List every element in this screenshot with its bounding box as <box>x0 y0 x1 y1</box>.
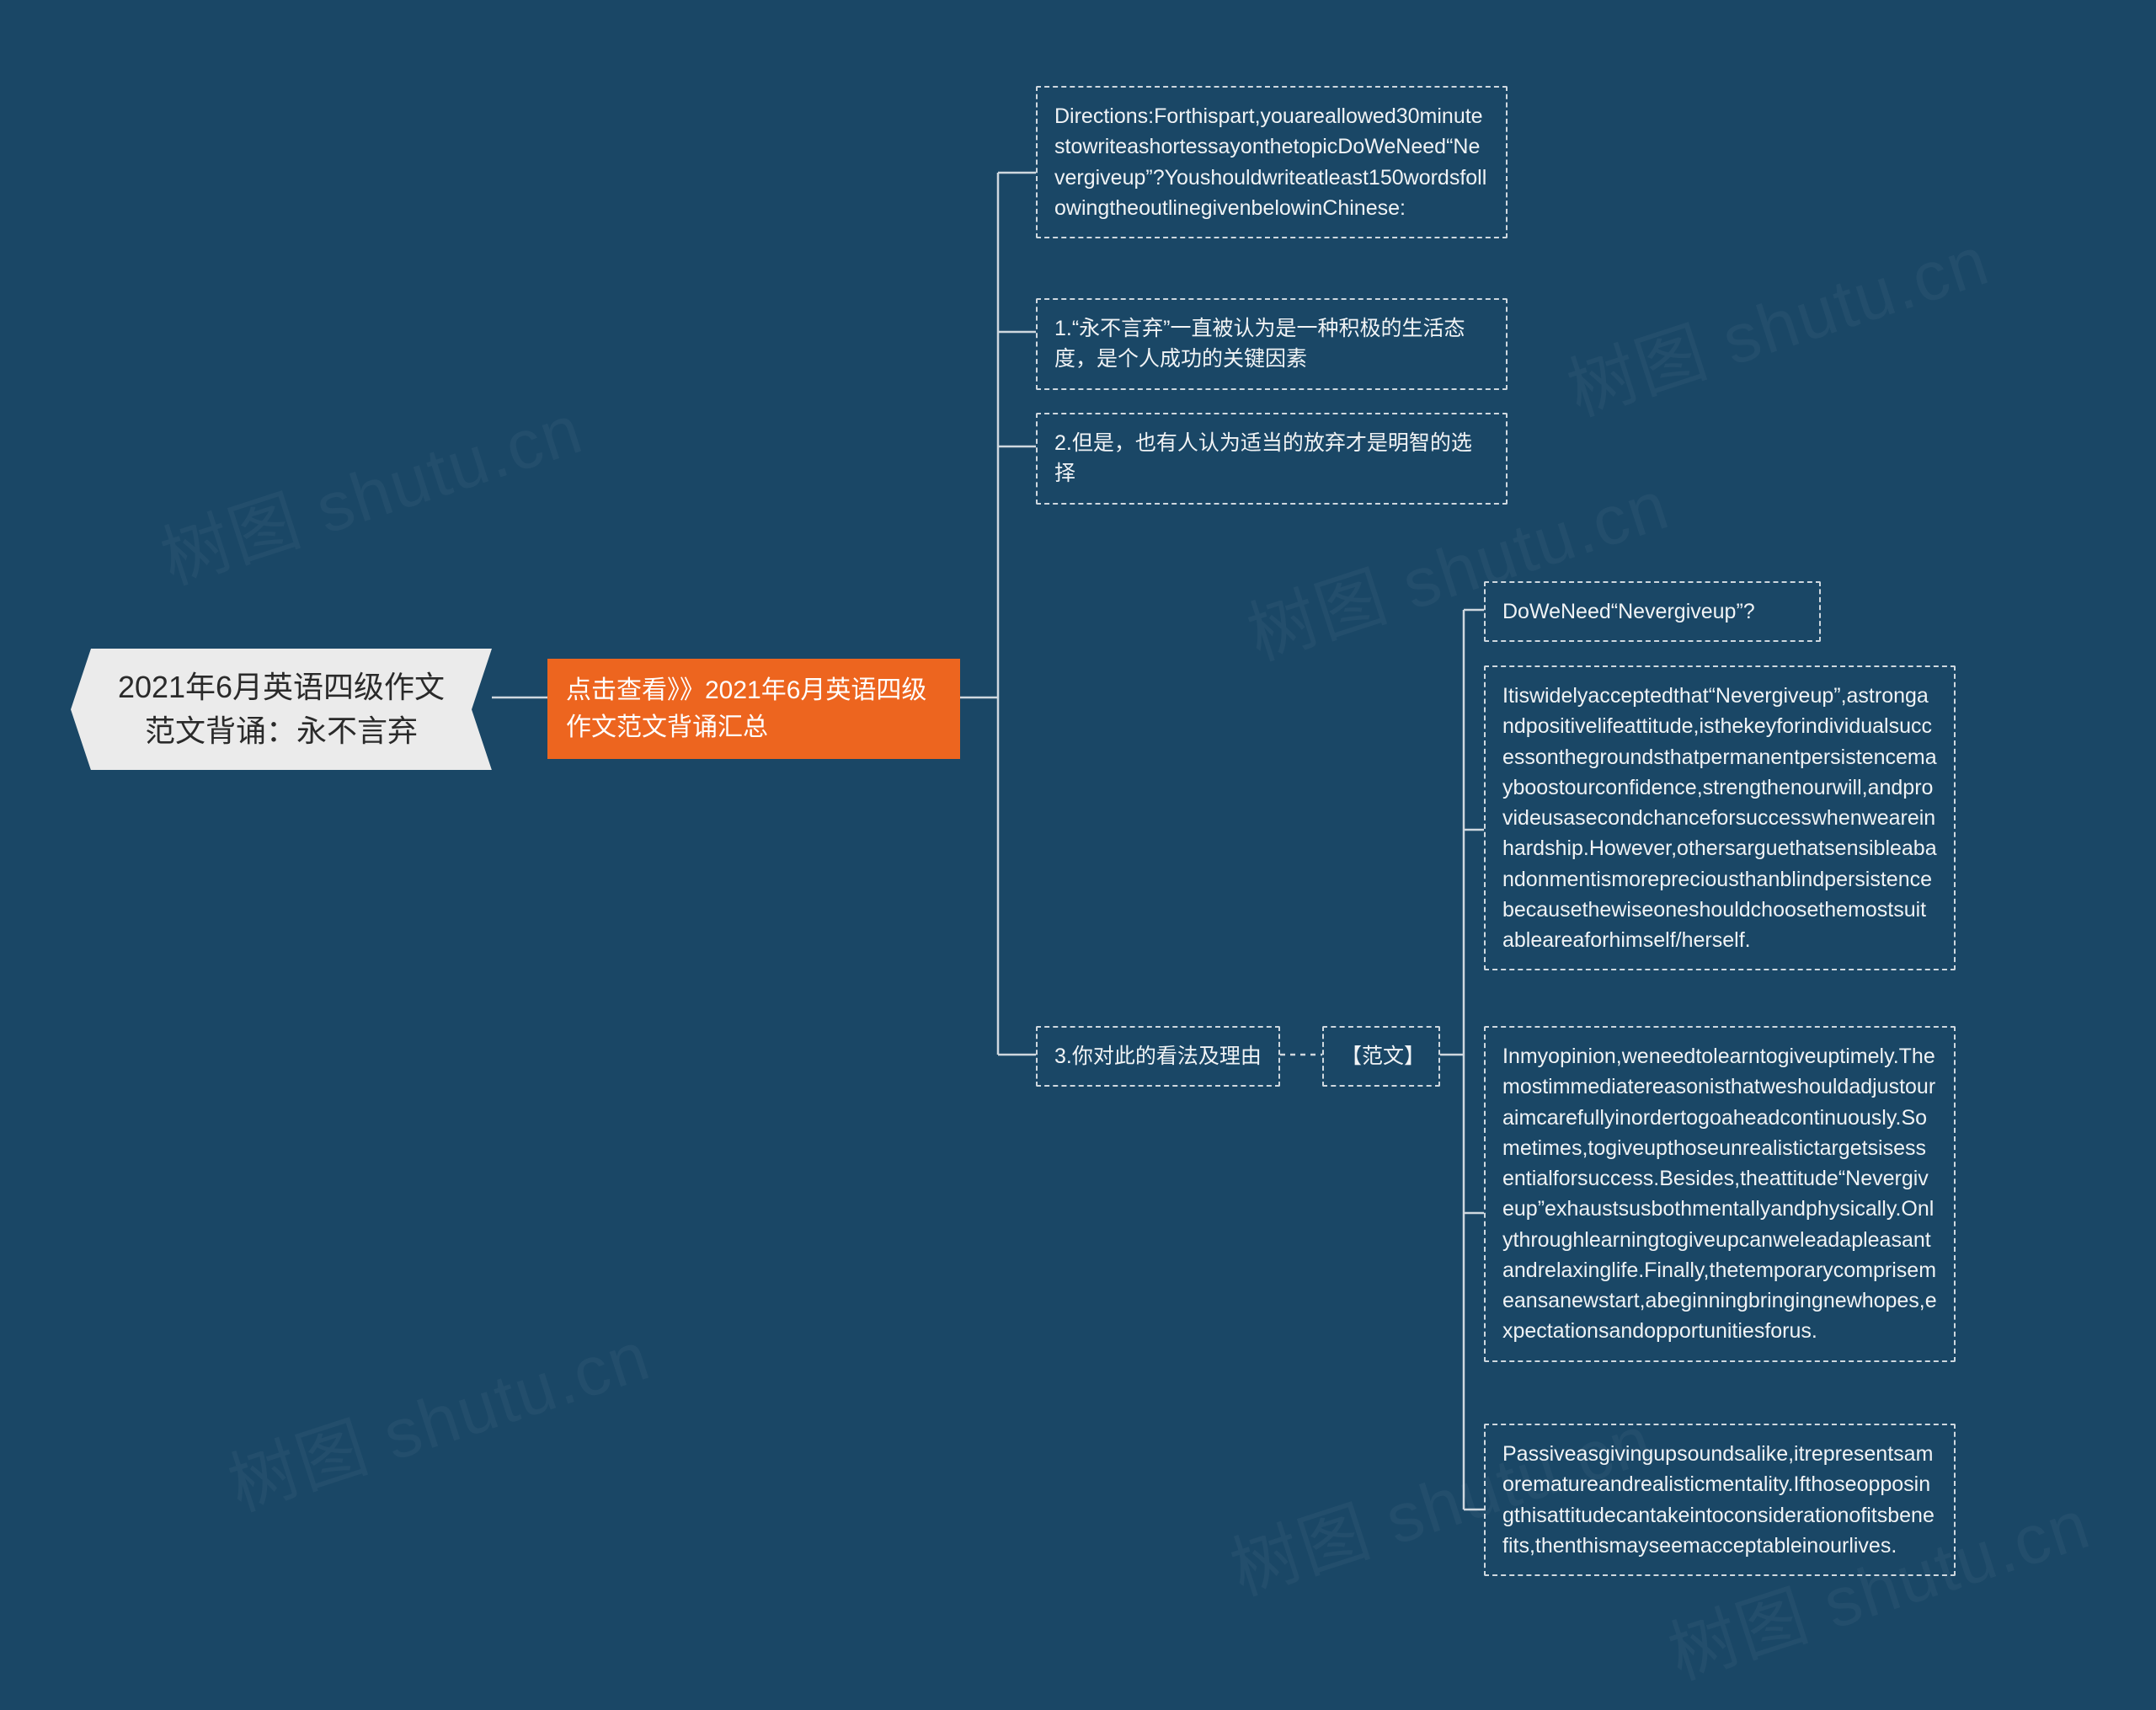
node-essay-para2: Inmyopinion,weneedtolearntogiveuptimely.… <box>1484 1026 1956 1362</box>
mindmap-canvas: 树图 shutu.cn 树图 shutu.cn 树图 shutu.cn 树图 s… <box>0 0 2156 1710</box>
root-node: 2021年6月英语四级作文 范文背诵：永不言弃 <box>71 649 492 770</box>
node-point2: 2.但是，也有人认为适当的放弃才是明智的选择 <box>1036 413 1508 505</box>
level2-line1: 点击查看》》2021年6月英语四级 <box>566 676 926 704</box>
node-point3: 3.你对此的看法及理由 <box>1036 1026 1280 1087</box>
node-point1: 1.“永不言弃”一直被认为是一种积极的生活态度，是个人成功的关键因素 <box>1036 298 1508 390</box>
node-essay-para3: Passiveasgivingupsoundsalike,itrepresent… <box>1484 1424 1956 1576</box>
root-line1: 2021年6月英语四级作文 <box>118 670 445 704</box>
level2-line2: 作文范文背诵汇总 <box>566 713 768 741</box>
node-essay-title: DoWeNeed“Nevergiveup”? <box>1484 581 1821 642</box>
node-directions: Directions:Forthispart,youareallowed30mi… <box>1036 86 1508 238</box>
link-node[interactable]: 点击查看》》2021年6月英语四级 作文范文背诵汇总 <box>547 659 960 759</box>
root-line2: 范文背诵：永不言弃 <box>145 713 418 748</box>
node-essay-para1: Itiswidelyacceptedthat“Nevergiveup”,astr… <box>1484 665 1956 970</box>
node-sample-label: 【范文】 <box>1322 1026 1440 1087</box>
